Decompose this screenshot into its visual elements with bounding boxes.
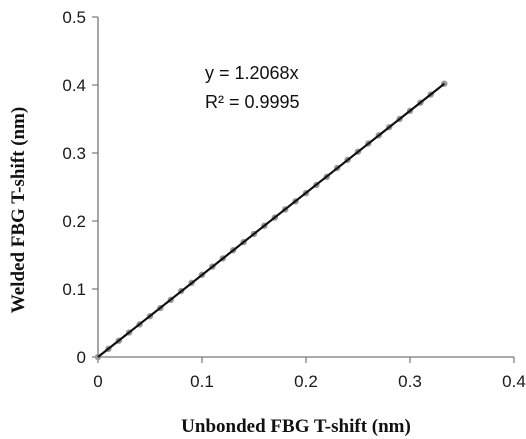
y-tick-label: 0.3 — [62, 144, 86, 163]
y-ticks: 0 0.1 0.2 0.3 0.4 0.5 — [62, 8, 98, 367]
x-tick-label: 0.2 — [294, 372, 318, 391]
plot-area: 0 0.1 0.2 0.3 0.4 0.5 0 0.1 0.2 0.3 0.4 — [62, 8, 525, 391]
y-tick-label: 0.2 — [62, 212, 86, 231]
x-tick-label: 0.4 — [502, 372, 526, 391]
r-squared-label: R² = 0.9995 — [205, 92, 300, 112]
y-axis-title: Welded FBG T-shift (nm) — [8, 107, 29, 313]
x-ticks: 0 0.1 0.2 0.3 0.4 — [93, 357, 526, 391]
x-axis-title: Unbonded FBG T-shift (nm) — [181, 416, 411, 437]
x-tick-label: 0 — [93, 372, 102, 391]
y-tick-label: 0.1 — [62, 280, 86, 299]
y-tick-label: 0.4 — [62, 76, 86, 95]
y-tick-label: 0.5 — [62, 8, 86, 27]
x-tick-label: 0.1 — [190, 372, 214, 391]
y-tick-label: 0 — [77, 348, 86, 367]
trendline — [97, 82, 446, 358]
equation-label: y = 1.2068x — [205, 63, 299, 83]
x-tick-label: 0.3 — [398, 372, 422, 391]
